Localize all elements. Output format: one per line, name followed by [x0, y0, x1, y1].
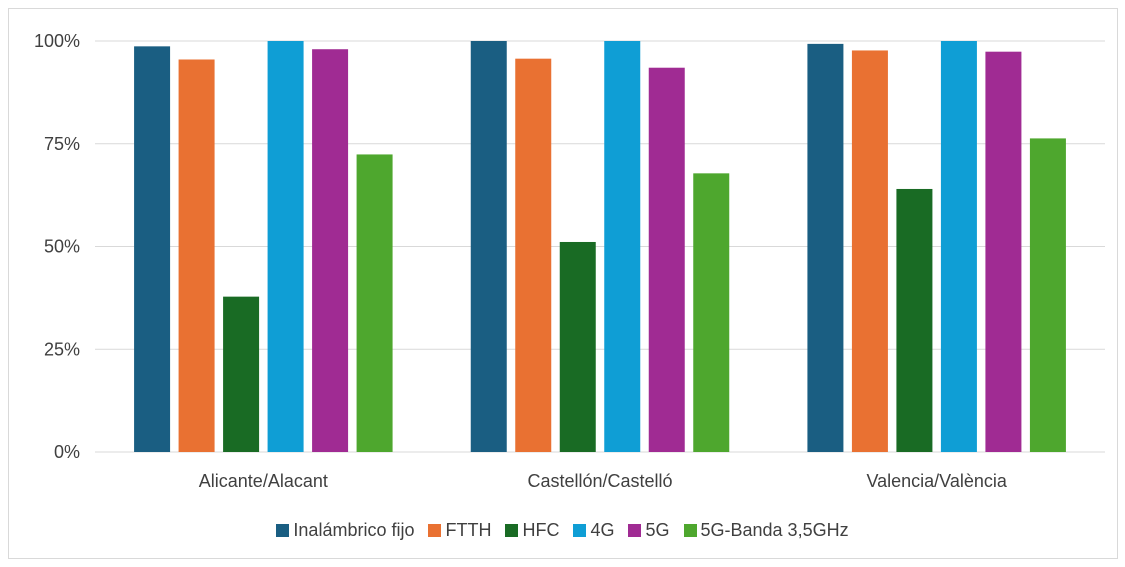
legend-swatch [683, 524, 697, 537]
legend-label: 5G [645, 520, 670, 540]
y-tick-label: 100% [34, 31, 80, 51]
y-tick-label: 75% [44, 134, 80, 154]
bar [896, 188, 933, 452]
y-tick-label: 0% [54, 442, 80, 462]
legend-swatch [505, 524, 519, 537]
bar [515, 58, 552, 452]
bar [134, 46, 171, 453]
bar [559, 241, 596, 452]
bar [693, 173, 730, 453]
legend-swatch [628, 524, 642, 537]
bar [985, 51, 1022, 452]
legend-item: FTTH [428, 520, 491, 541]
bar [648, 67, 685, 452]
legend-label: 5G-Banda 3,5GHz [700, 520, 849, 540]
bar [940, 41, 977, 452]
legend: Inalámbrico fijo FTTH HFC 4G 5G 5G-Banda 3,5G… [0, 520, 1125, 541]
legend-item: 4G [573, 520, 614, 541]
legend-label: FTTH [445, 520, 492, 540]
bar [223, 296, 260, 452]
x-category-label: Alicante/Alacant [199, 471, 328, 491]
legend-swatch [573, 524, 587, 537]
legend-item: 5G-Banda 3,5GHz [683, 520, 849, 541]
legend-item: Inalámbrico fijo [276, 520, 414, 541]
bar [178, 59, 215, 453]
bar [604, 41, 641, 452]
legend-label: Inalámbrico fijo [293, 520, 415, 540]
bar [851, 50, 888, 452]
y-tick-label: 25% [44, 339, 80, 359]
bar [312, 49, 349, 452]
legend-label: 4G [590, 520, 615, 540]
legend-item: HFC [505, 520, 559, 541]
x-category-label: Valencia/València [866, 471, 1007, 491]
legend-swatch [276, 524, 290, 537]
legend-swatch [428, 524, 442, 537]
legend-item: 5G [628, 520, 670, 541]
x-category-label: Castellón/Castelló [527, 471, 672, 491]
legend-label: HFC [522, 520, 560, 540]
bar [807, 43, 844, 452]
bar [1029, 138, 1066, 453]
y-tick-label: 50% [44, 237, 80, 257]
bar [267, 41, 304, 452]
bar [356, 154, 393, 452]
bar [470, 41, 507, 452]
